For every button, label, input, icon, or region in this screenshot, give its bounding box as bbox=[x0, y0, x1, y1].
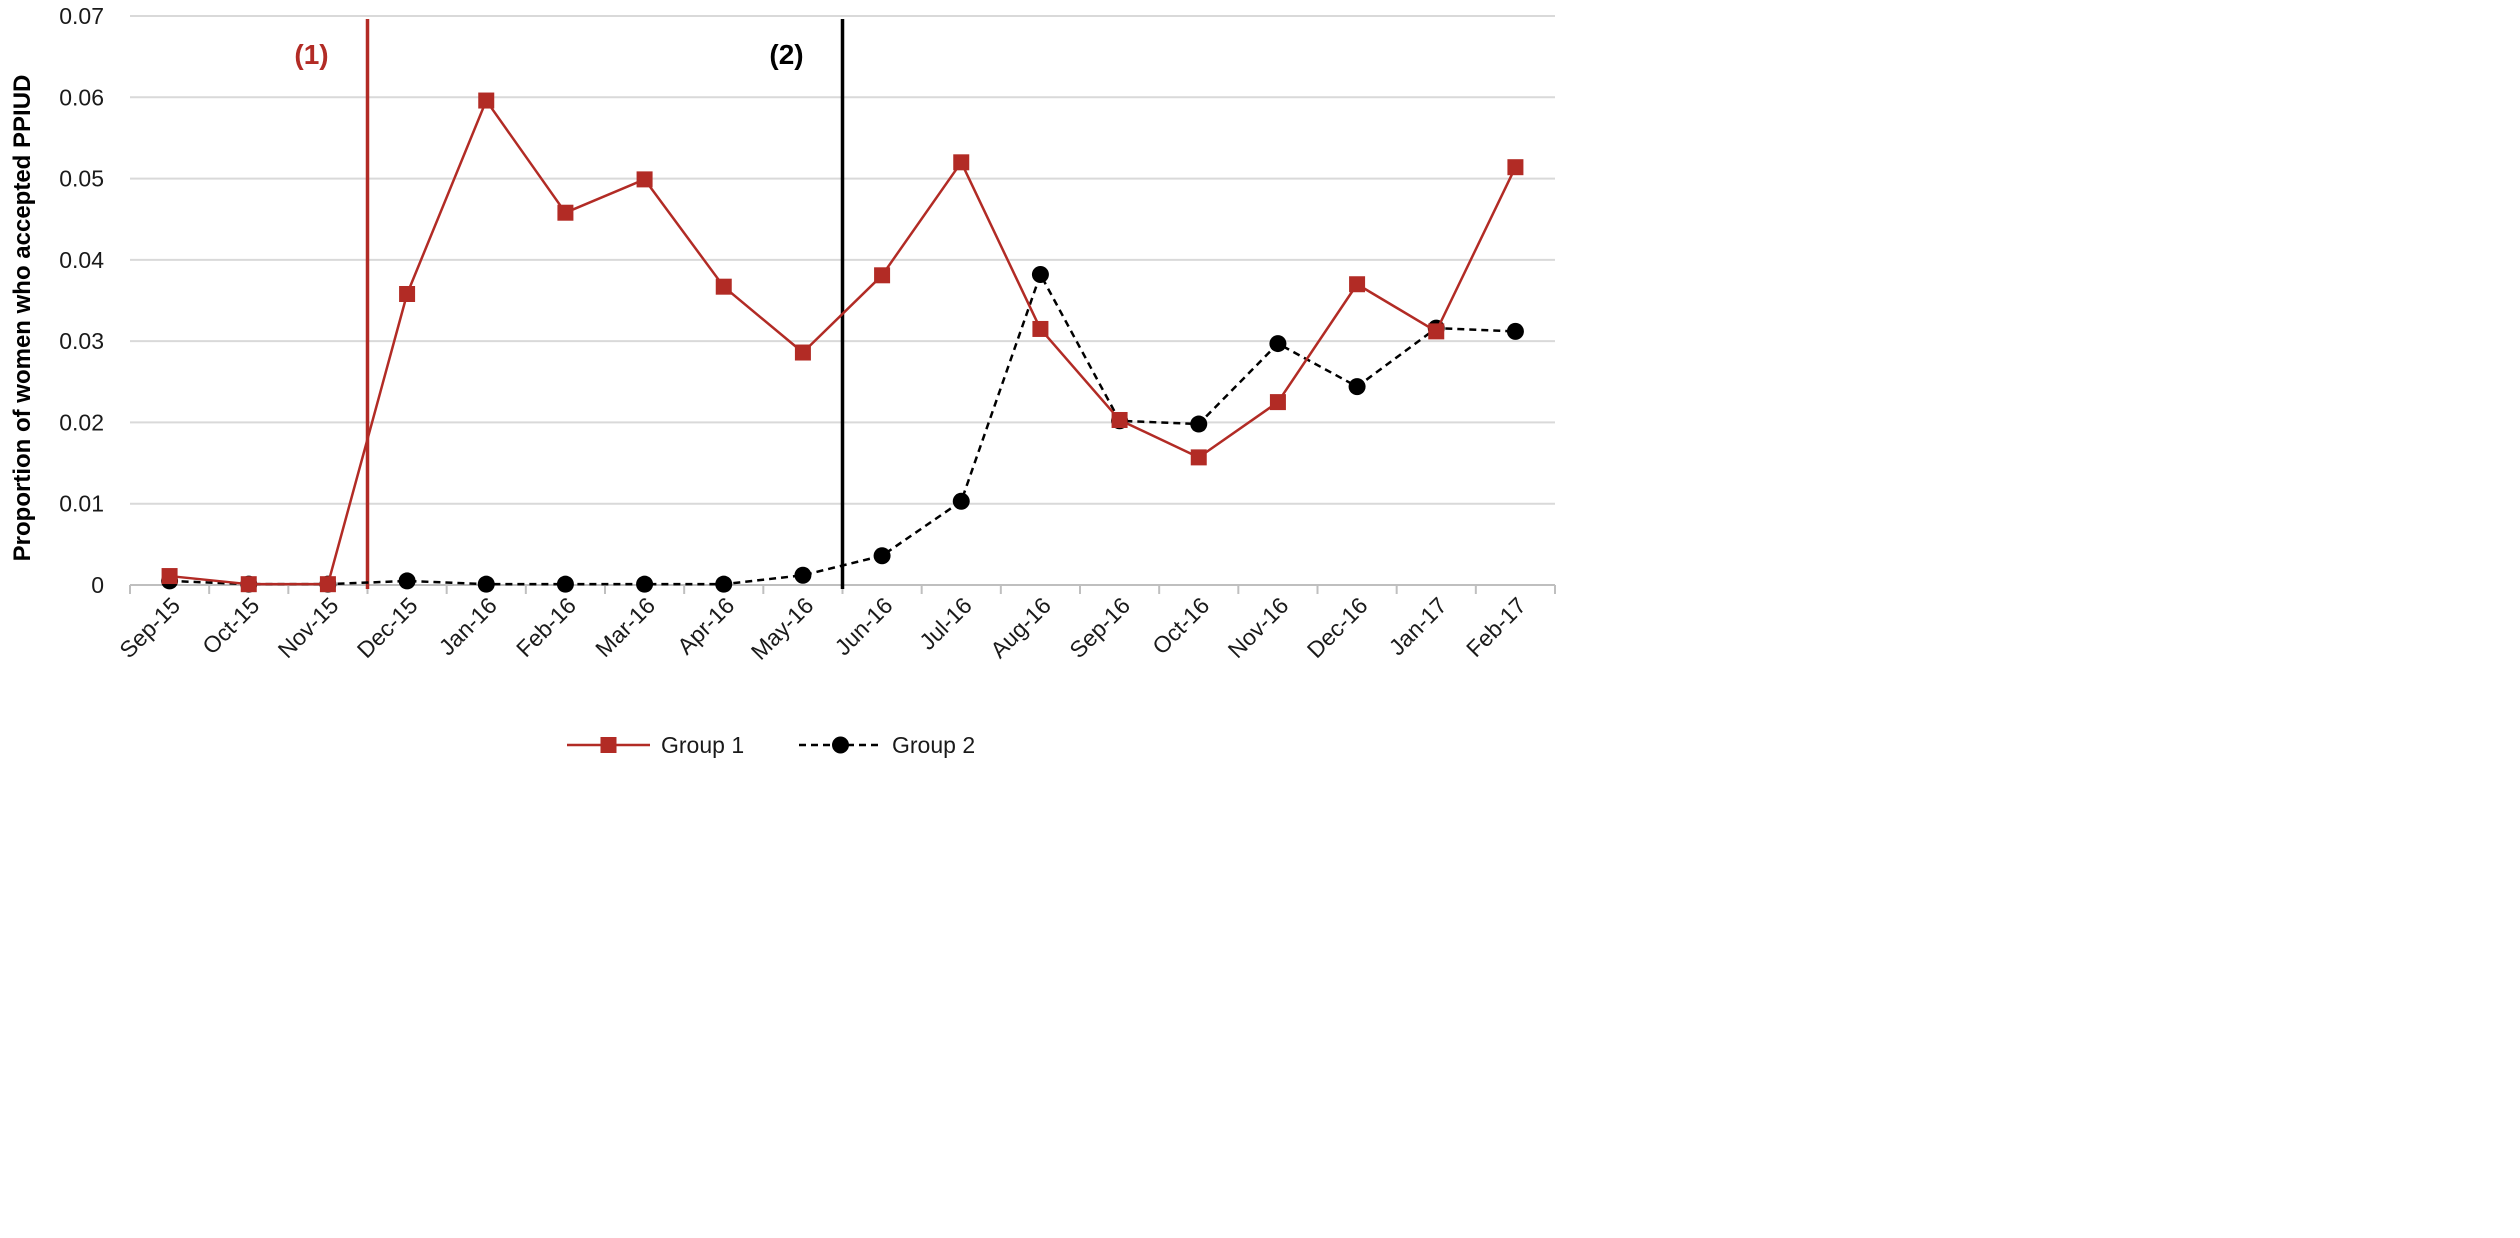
data-point bbox=[398, 572, 416, 590]
y-tick-label: 0 bbox=[91, 572, 104, 598]
data-point bbox=[1031, 265, 1049, 283]
series bbox=[161, 92, 1524, 593]
data-point bbox=[240, 576, 257, 593]
data-point bbox=[794, 344, 811, 361]
data-point bbox=[161, 568, 178, 585]
x-tick-label: Feb-17 bbox=[1461, 592, 1531, 662]
line-chart: 00.010.020.030.040.050.060.07 Sep-15 Oct-… bbox=[9, 3, 1556, 758]
data-point bbox=[1348, 378, 1366, 396]
y-tick-label: 0.07 bbox=[59, 3, 104, 29]
data-point bbox=[715, 575, 733, 593]
data-point bbox=[1269, 394, 1286, 411]
y-tick-label: 0.01 bbox=[59, 491, 104, 517]
data-point bbox=[1269, 335, 1287, 353]
x-tick-label: Mar-16 bbox=[590, 592, 660, 662]
y-tick-label: 0.03 bbox=[59, 328, 104, 354]
x-tick-label: Aug-16 bbox=[985, 592, 1056, 663]
data-point bbox=[319, 576, 336, 593]
data-point bbox=[478, 92, 495, 109]
annotations: (1) (2) bbox=[294, 19, 845, 589]
series-line bbox=[169, 99, 1517, 586]
y-tick-label: 0.06 bbox=[59, 84, 104, 110]
data-point bbox=[1506, 322, 1524, 340]
x-tick-label: Apr-16 bbox=[672, 592, 739, 659]
data-point bbox=[557, 204, 574, 221]
x-tick-label: Oct-15 bbox=[197, 592, 264, 659]
x-tick-label: Sep-16 bbox=[1064, 592, 1135, 663]
legend-swatch-marker bbox=[600, 737, 617, 753]
legend-item: Group 1 bbox=[567, 732, 744, 758]
y-tick-label: 0.05 bbox=[59, 166, 104, 192]
data-point bbox=[556, 575, 574, 593]
data-point bbox=[636, 171, 653, 188]
data-point bbox=[477, 575, 495, 593]
data-point bbox=[1190, 449, 1207, 466]
vertical-marker-label: (2) bbox=[769, 39, 803, 70]
x-tick-label: Jan-17 bbox=[1384, 592, 1452, 660]
data-point bbox=[636, 575, 654, 593]
data-point bbox=[1111, 411, 1128, 428]
series-1 bbox=[161, 92, 1524, 593]
x-tick-label: Oct-16 bbox=[1147, 592, 1214, 659]
data-point bbox=[874, 267, 891, 284]
legend-item: Group 2 bbox=[799, 732, 975, 758]
data-point bbox=[1032, 320, 1049, 337]
x-tick-label: Jul-16 bbox=[914, 592, 977, 655]
y-tick-label: 0.02 bbox=[59, 409, 104, 435]
data-point bbox=[794, 566, 812, 584]
x-tick-label: Nov-15 bbox=[273, 592, 344, 663]
x-tick-label: Jan-16 bbox=[434, 592, 502, 660]
data-point bbox=[953, 154, 970, 171]
data-point bbox=[873, 547, 891, 565]
x-tick-label: May-16 bbox=[746, 592, 819, 665]
data-point bbox=[1190, 415, 1208, 433]
legend-swatch-marker bbox=[832, 736, 849, 754]
x-tick-label: Jun-16 bbox=[830, 592, 898, 660]
x-tick-label: Sep-15 bbox=[114, 592, 185, 663]
legend-label: Group 1 bbox=[661, 732, 744, 758]
y-axis-label: Proportion of women who accepted PPIUD bbox=[9, 75, 36, 562]
data-point bbox=[715, 278, 732, 295]
data-point bbox=[952, 492, 970, 510]
x-tick-label: Nov-16 bbox=[1223, 592, 1294, 663]
data-point bbox=[1507, 159, 1524, 176]
data-point bbox=[1349, 276, 1366, 293]
series-line bbox=[169, 273, 1516, 586]
x-tick-label: Feb-16 bbox=[511, 592, 581, 662]
legend-label: Group 2 bbox=[892, 732, 975, 758]
data-point bbox=[1428, 323, 1445, 340]
x-tick-label: Dec-16 bbox=[1302, 592, 1373, 663]
data-point bbox=[399, 285, 416, 302]
y-tick-label: 0.04 bbox=[59, 247, 104, 273]
vertical-marker-label: (1) bbox=[294, 39, 328, 70]
legend: Group 1 Group 2 bbox=[567, 732, 975, 758]
y-axis-ticks: 0 0.01 0.02 0.03 0.04 0.05 0.06 0.07 bbox=[59, 3, 104, 598]
x-axis-ticks: Sep-15 Oct-15 Nov-15 Dec-15 Jan-16 Feb-16 Mar-… bbox=[114, 592, 1531, 665]
x-tick-label: Dec-15 bbox=[352, 592, 423, 663]
